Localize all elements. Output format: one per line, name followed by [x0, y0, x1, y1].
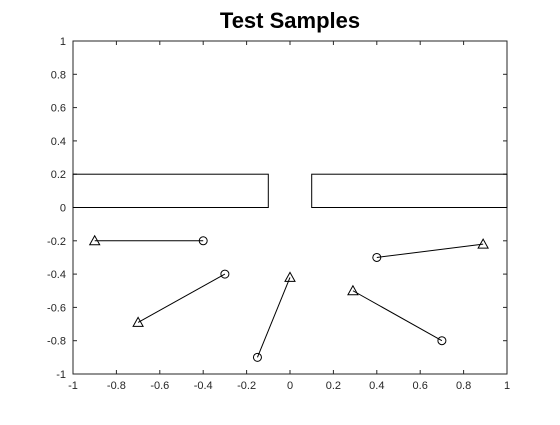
y-tick-label: 0.2 — [51, 169, 66, 181]
x-tick-label: -0.4 — [194, 380, 213, 392]
y-tick-label: 0 — [60, 203, 66, 215]
x-tick-label: -0.2 — [237, 380, 256, 392]
sample-start-marker — [198, 236, 208, 246]
sample-start-marker — [252, 352, 262, 362]
y-tick-label: 1 — [60, 36, 66, 48]
sample-line — [137, 273, 226, 323]
plot-area: -1 -0.8 -0.6 -0.4 -0.2 0 0.2 0.4 0.6 0.8 1 -1 -0.8 -0… — [47, 36, 510, 392]
y-tick-label: 0.6 — [51, 103, 66, 115]
x-tick-label: 0.4 — [369, 380, 384, 392]
sample-end-marker — [284, 271, 296, 282]
y-tick-label: -1 — [56, 369, 66, 381]
x-tick-label: 1 — [504, 380, 510, 392]
x-tick-label: -1 — [68, 380, 78, 392]
sample-end-marker — [347, 284, 359, 296]
x-tick-label: 0.2 — [326, 380, 341, 392]
y-tick-label: 0.4 — [51, 136, 66, 148]
obstacle-rect — [311, 173, 508, 208]
x-tick-label: 0.8 — [456, 380, 471, 392]
obstacle-rect — [72, 173, 269, 208]
chart-title: Test Samples — [220, 8, 360, 33]
sample-end-marker — [88, 234, 101, 246]
y-tick-label: -0.6 — [47, 302, 66, 314]
sample-line — [352, 290, 443, 342]
x-tick-label: -0.6 — [150, 380, 169, 392]
x-tick-label: 0.6 — [413, 380, 428, 392]
y-tick-label: 0.8 — [51, 69, 66, 81]
sample-start-marker — [220, 269, 230, 279]
x-tick-label: -0.8 — [107, 380, 126, 392]
sample-start-marker — [372, 252, 382, 262]
sample-end-marker — [132, 316, 144, 327]
sample-line — [256, 277, 291, 358]
y-tick-label: -0.2 — [47, 236, 66, 248]
sample-line — [376, 243, 484, 258]
sample-start-marker — [437, 336, 447, 346]
y-tick-label: -0.8 — [47, 336, 66, 348]
x-tick-label: 0 — [287, 380, 293, 392]
y-tick-label: -0.4 — [47, 269, 66, 281]
sample-end-marker — [477, 238, 489, 249]
